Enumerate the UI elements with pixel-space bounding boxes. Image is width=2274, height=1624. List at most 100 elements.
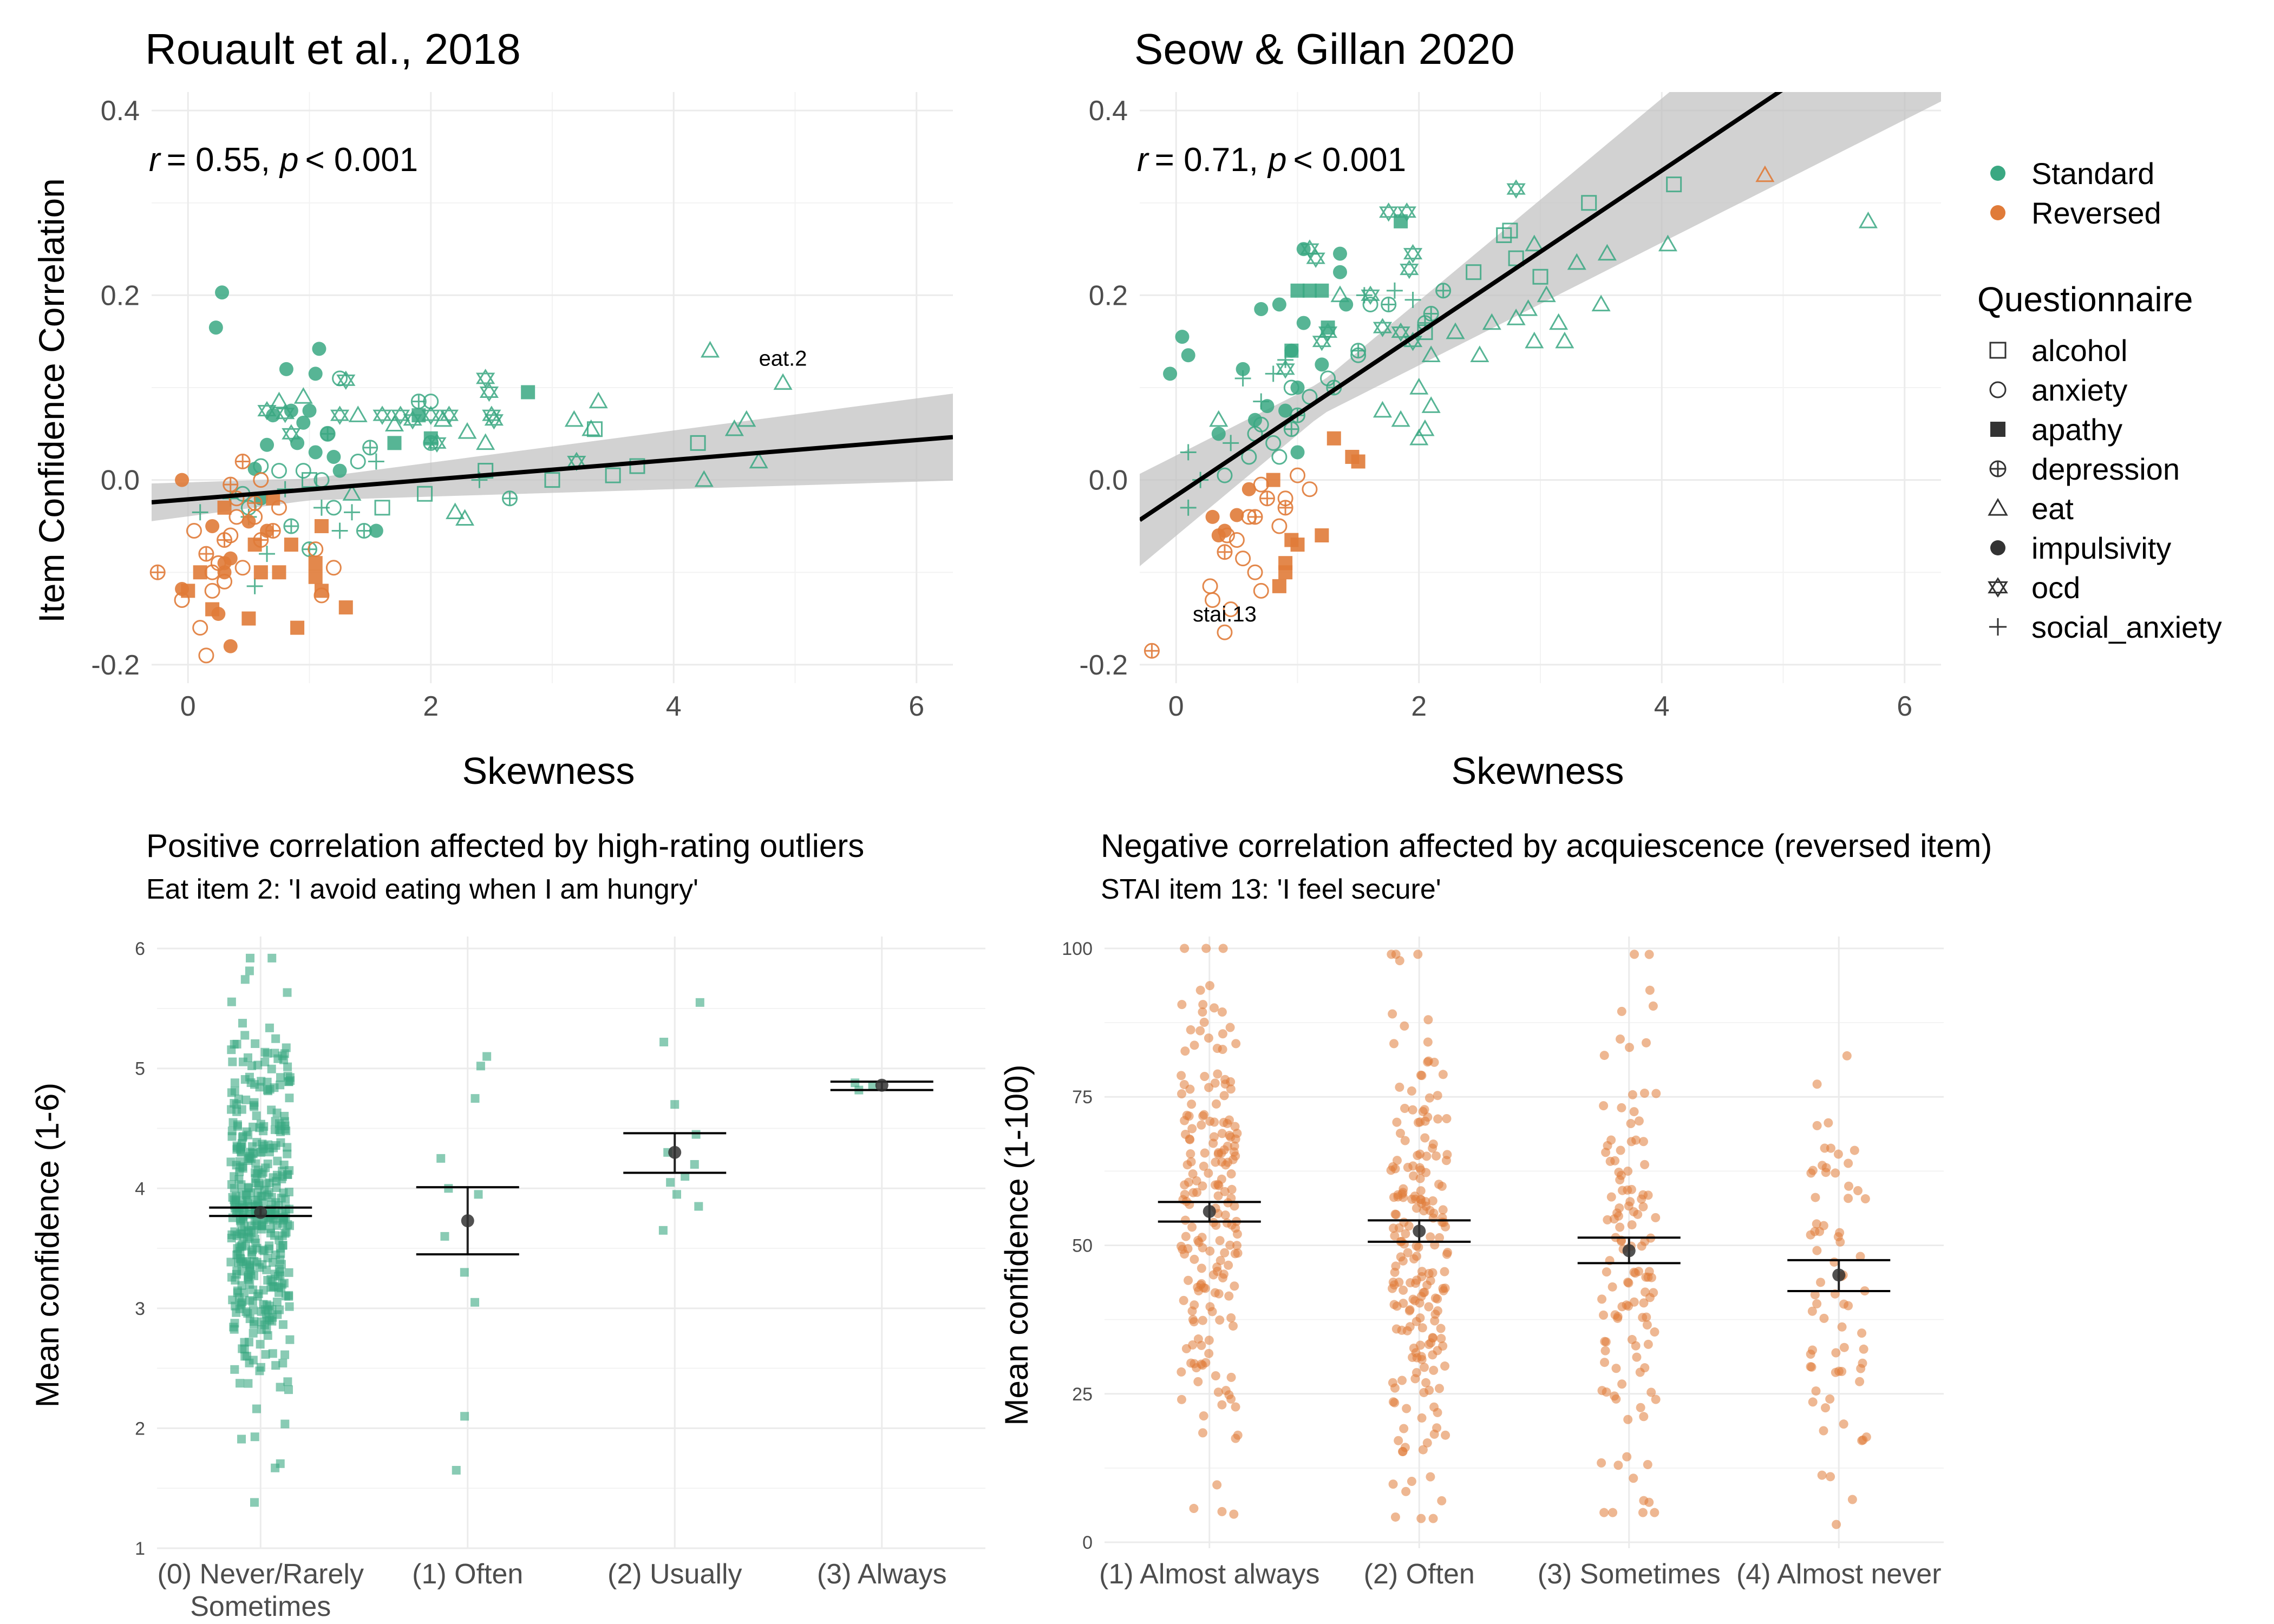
data-point-anxiety: [308, 541, 324, 558]
panel-title: Negative correlation affected by acquies…: [1101, 828, 1992, 864]
data-point: [1204, 1033, 1213, 1043]
data-point-eat: [1567, 253, 1586, 270]
data-point: [1617, 1103, 1626, 1112]
data-point: [1826, 1143, 1835, 1153]
panel-subtitle: STAI item 13: 'I feel secure': [1101, 874, 1441, 905]
data-point-impulsivity: [308, 445, 323, 460]
data-point-anxiety: [228, 490, 245, 507]
data-point: [482, 1052, 492, 1061]
data-point: [1812, 1219, 1821, 1229]
data-point: [1212, 1480, 1222, 1490]
data-point: [1233, 1430, 1243, 1440]
summary-errorbar: [416, 1186, 519, 1256]
legend-key-anxiety: [1989, 381, 2007, 398]
data-point: [1188, 1169, 1198, 1179]
data-point: [1639, 1298, 1649, 1308]
data-point: [1839, 1419, 1848, 1429]
data-point: [236, 1145, 245, 1154]
data-point-apathy: [272, 565, 286, 580]
data-point-eat: [1537, 285, 1556, 303]
data-point-alcohol: [605, 467, 621, 483]
data-point: [283, 1377, 292, 1386]
data-point: [1443, 1248, 1453, 1258]
data-point-eat: [1391, 410, 1410, 427]
data-point: [1187, 1124, 1197, 1134]
data-point: [238, 1019, 247, 1028]
legend-label-apathy: apathy: [2031, 412, 2122, 447]
data-point-eat: [1755, 165, 1775, 182]
data-point-alcohol: [417, 486, 433, 502]
data-point: [1217, 1129, 1227, 1138]
data-point: [1644, 949, 1654, 959]
y-axis-label: Mean confidence (1-6): [29, 1083, 66, 1407]
data-point-depression: [502, 490, 518, 507]
data-point-ocd: [330, 405, 350, 425]
legend-key-ocd: [1988, 577, 2008, 598]
data-point: [1599, 1051, 1609, 1060]
data-point-anxiety: [271, 463, 287, 479]
data-point-apathy: [1290, 283, 1305, 298]
data-point-social_anxiety: [1356, 287, 1373, 304]
data-point: [694, 1202, 703, 1211]
data-point: [242, 1257, 251, 1266]
data-point: [255, 1366, 264, 1376]
data-point: [1438, 1341, 1448, 1351]
data-point: [261, 1350, 270, 1359]
data-point: [1847, 1495, 1857, 1504]
data-point: [1437, 1496, 1447, 1505]
data-point: [1231, 1151, 1240, 1161]
data-point: [1187, 1222, 1197, 1232]
data-point: [1421, 1197, 1430, 1207]
data-point-social_anxiety: [344, 504, 360, 521]
data-point: [1215, 1236, 1225, 1246]
data-point: [1634, 1116, 1644, 1126]
data-point: [1855, 1252, 1865, 1261]
data-point: [1616, 1034, 1625, 1044]
data-point: [1223, 1118, 1232, 1128]
data-point-anxiety: [1350, 347, 1367, 363]
data-point-eat: [1482, 313, 1501, 330]
data-point-anxiety: [186, 522, 202, 539]
data-point-apathy: [308, 569, 323, 584]
data-point: [1835, 1228, 1845, 1237]
x-axis-label: Skewness: [462, 750, 635, 792]
data-point: [1608, 1282, 1617, 1292]
data-point: [1230, 1281, 1239, 1291]
y-tick-label: 100: [1062, 939, 1093, 959]
data-point-impulsivity: [1230, 508, 1244, 522]
data-point: [1226, 1084, 1236, 1094]
data-point-anxiety: [1217, 467, 1233, 483]
data-point: [1189, 1317, 1199, 1327]
data-point: [231, 1275, 240, 1285]
summary-errorbar: [1368, 1219, 1471, 1243]
data-point: [1205, 981, 1214, 991]
data-point: [1442, 1150, 1452, 1160]
data-point: [260, 1047, 270, 1057]
data-point: [1231, 1223, 1240, 1233]
y-tick-label: 2: [135, 1418, 145, 1439]
data-point-eat: [1506, 309, 1526, 325]
data-point-apathy: [314, 519, 329, 533]
data-point: [257, 1147, 266, 1156]
panel-subtitle: Eat item 2: 'I avoid eating when I am hu…: [146, 874, 698, 905]
data-point: [1438, 1070, 1448, 1079]
data-point: [1807, 1306, 1817, 1316]
data-point: [1390, 1209, 1400, 1219]
data-point: [1225, 1130, 1234, 1140]
data-point: [232, 1308, 241, 1317]
data-point: [1608, 1508, 1618, 1517]
data-point: [1435, 1233, 1445, 1242]
data-point-anxiety: [1235, 551, 1251, 567]
data-point: [1810, 1290, 1820, 1300]
data-point: [1423, 1057, 1433, 1067]
data-point: [259, 1246, 269, 1255]
data-point-alcohol: [1466, 264, 1482, 280]
data-point: [272, 1298, 282, 1307]
data-point: [243, 1053, 252, 1062]
data-point: [227, 1132, 237, 1141]
data-point-eat: [1519, 299, 1538, 316]
data-point-depression: [1217, 544, 1233, 560]
data-point: [1417, 1323, 1427, 1333]
data-point-impulsivity: [1333, 265, 1347, 279]
data-point: [250, 1432, 259, 1442]
